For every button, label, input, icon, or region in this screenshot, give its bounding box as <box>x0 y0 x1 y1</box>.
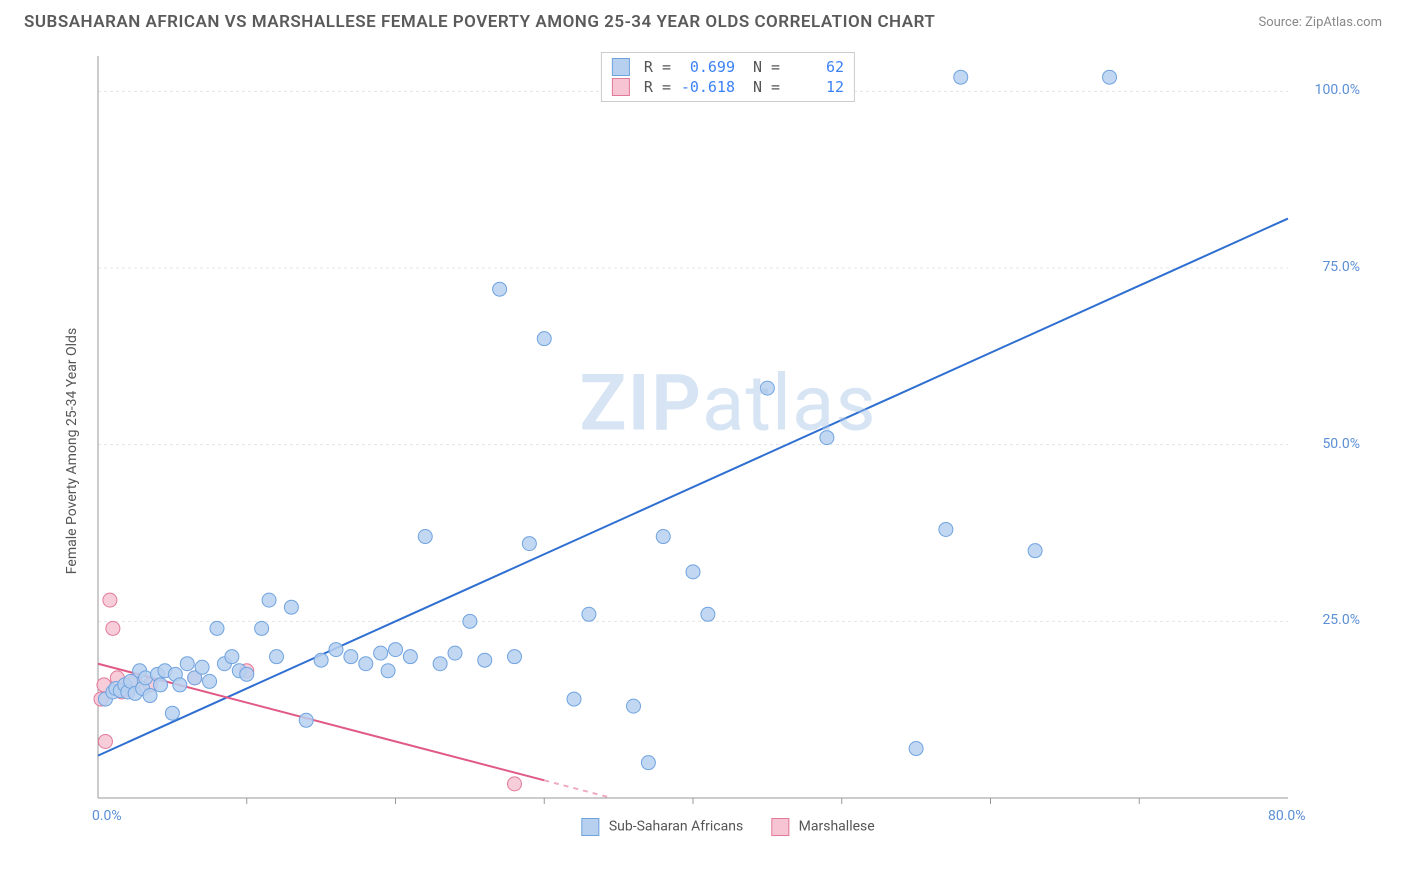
legend-item-2: Marshallese <box>771 818 875 836</box>
stats-swatch-1 <box>612 58 630 76</box>
legend-item-1: Sub-Saharan Africans <box>581 818 743 836</box>
stats-row-series-2: R = -0.618 N = 12 <box>612 77 844 97</box>
correlation-stats-box: R = 0.699 N = 62 R = -0.618 N = 12 <box>601 52 855 102</box>
y-axis-label: Female Poverty Among 25-34 Year Olds <box>64 328 80 574</box>
x-tick-label: 80.0% <box>1268 808 1306 824</box>
legend-swatch-1 <box>581 818 599 836</box>
chart-title: SUBSAHARAN AFRICAN VS MARSHALLESE FEMALE… <box>24 12 935 32</box>
y-tick-label: 100.0% <box>1315 82 1360 98</box>
legend-swatch-2 <box>771 818 789 836</box>
legend: Sub-Saharan Africans Marshallese <box>581 818 874 836</box>
y-tick-label: 50.0% <box>1322 436 1360 452</box>
chart-area: Female Poverty Among 25-34 Year Olds ZIP… <box>58 48 1378 838</box>
stats-swatch-2 <box>612 78 630 96</box>
y-tick-label: 75.0% <box>1322 259 1360 275</box>
legend-label-1: Sub-Saharan Africans <box>609 819 743 835</box>
scatter-plot-svg <box>90 48 1366 838</box>
stats-row-series-1: R = 0.699 N = 62 <box>612 57 844 77</box>
legend-label-2: Marshallese <box>799 819 875 835</box>
x-tick-label: 0.0% <box>92 808 122 824</box>
source-label: Source: ZipAtlas.com <box>1258 15 1382 30</box>
y-tick-label: 25.0% <box>1322 612 1360 628</box>
plot-region: ZIPatlas R = 0.699 N = 62 R = -0.618 N =… <box>90 48 1366 838</box>
